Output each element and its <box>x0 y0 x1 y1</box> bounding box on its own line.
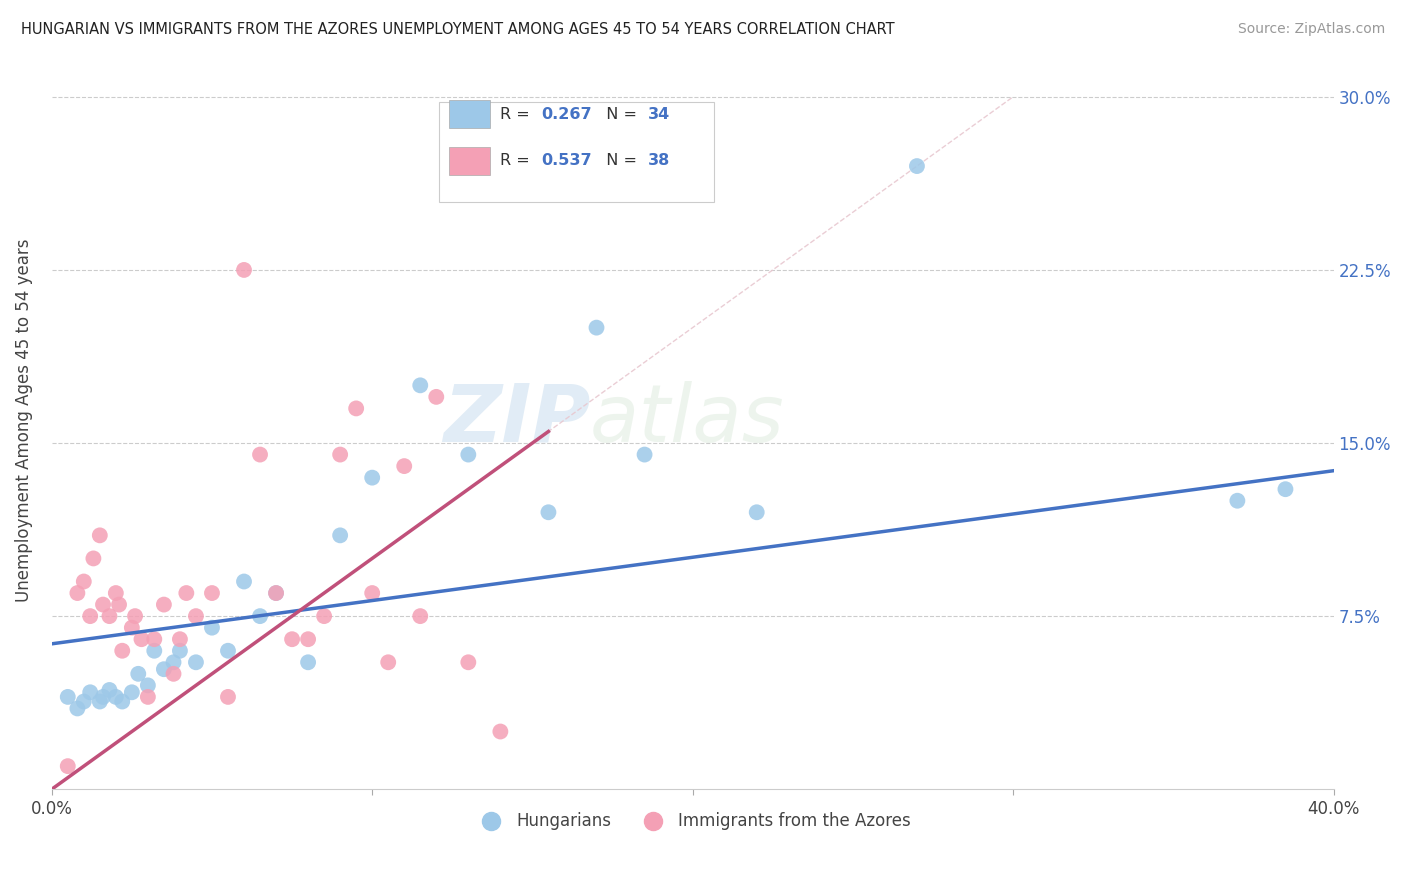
Point <box>377 655 399 669</box>
Point <box>82 551 104 566</box>
Point <box>56 759 79 773</box>
Point <box>184 609 207 624</box>
Point <box>905 159 928 173</box>
Point <box>111 644 134 658</box>
Point <box>745 505 768 519</box>
Point <box>91 690 114 704</box>
Point <box>409 378 432 392</box>
Point <box>233 263 256 277</box>
Text: atlas: atlas <box>591 381 785 459</box>
Point <box>281 632 304 647</box>
Text: N =: N = <box>596 153 643 169</box>
Point <box>249 448 271 462</box>
Text: 0.537: 0.537 <box>541 153 592 169</box>
Point <box>162 666 184 681</box>
Point <box>121 685 143 699</box>
Point <box>162 655 184 669</box>
Text: 34: 34 <box>648 107 671 121</box>
Point <box>1274 482 1296 496</box>
Point <box>217 644 239 658</box>
Point <box>136 678 159 692</box>
Point <box>201 621 224 635</box>
Legend: Hungarians, Immigrants from the Azores: Hungarians, Immigrants from the Azores <box>468 805 917 837</box>
Point <box>633 448 655 462</box>
Point <box>585 320 607 334</box>
Point <box>489 724 512 739</box>
Point <box>264 586 287 600</box>
Text: 0.267: 0.267 <box>541 107 592 121</box>
Point <box>329 448 352 462</box>
Point <box>73 574 96 589</box>
Point <box>361 470 384 484</box>
Point <box>73 694 96 708</box>
Point <box>89 528 111 542</box>
Point <box>143 644 166 658</box>
Text: Source: ZipAtlas.com: Source: ZipAtlas.com <box>1237 22 1385 37</box>
Point <box>153 662 176 676</box>
Point <box>89 694 111 708</box>
Point <box>143 632 166 647</box>
Point <box>184 655 207 669</box>
Point <box>409 609 432 624</box>
Point <box>344 401 367 416</box>
Point <box>1226 493 1249 508</box>
Text: R =: R = <box>501 107 536 121</box>
Point <box>394 459 416 474</box>
Point <box>297 632 319 647</box>
Point <box>425 390 447 404</box>
Point <box>56 690 79 704</box>
Point <box>153 598 176 612</box>
Point <box>121 621 143 635</box>
Text: N =: N = <box>596 107 643 121</box>
Point <box>131 632 153 647</box>
Point <box>457 448 479 462</box>
Bar <box>449 146 491 175</box>
Y-axis label: Unemployment Among Ages 45 to 54 years: Unemployment Among Ages 45 to 54 years <box>15 238 32 602</box>
Point <box>111 694 134 708</box>
Point <box>297 655 319 669</box>
Bar <box>449 100 491 128</box>
Point <box>457 655 479 669</box>
Point <box>66 701 89 715</box>
Point <box>537 505 560 519</box>
Point <box>136 690 159 704</box>
Point <box>176 586 198 600</box>
Point <box>169 632 191 647</box>
Point <box>98 609 121 624</box>
Point <box>329 528 352 542</box>
Point <box>124 609 146 624</box>
Point <box>98 683 121 698</box>
Point <box>127 666 149 681</box>
Point <box>104 690 127 704</box>
Text: 38: 38 <box>648 153 671 169</box>
Point <box>361 586 384 600</box>
Point <box>91 598 114 612</box>
Point <box>104 586 127 600</box>
Point <box>79 685 101 699</box>
FancyBboxPatch shape <box>439 103 714 202</box>
Point <box>169 644 191 658</box>
Point <box>314 609 336 624</box>
Text: R =: R = <box>501 153 536 169</box>
Point <box>79 609 101 624</box>
Point <box>108 598 131 612</box>
Point <box>249 609 271 624</box>
Point <box>217 690 239 704</box>
Point <box>201 586 224 600</box>
Text: ZIP: ZIP <box>443 381 591 459</box>
Text: HUNGARIAN VS IMMIGRANTS FROM THE AZORES UNEMPLOYMENT AMONG AGES 45 TO 54 YEARS C: HUNGARIAN VS IMMIGRANTS FROM THE AZORES … <box>21 22 894 37</box>
Point <box>66 586 89 600</box>
Point <box>264 586 287 600</box>
Point <box>233 574 256 589</box>
